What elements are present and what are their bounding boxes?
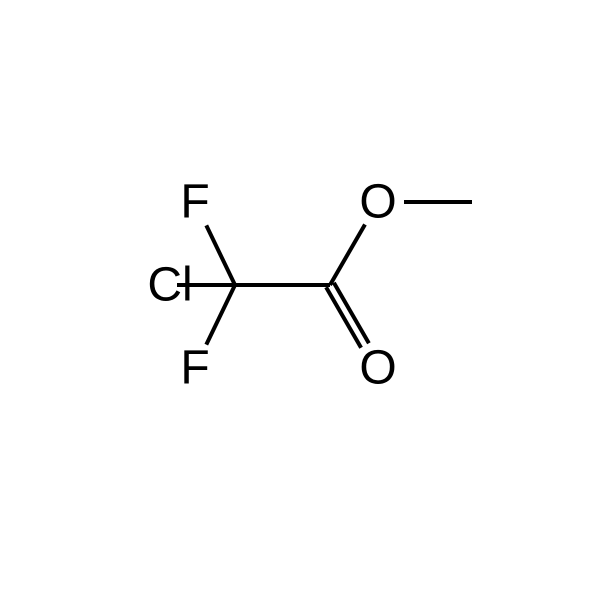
bond-F2-C1 <box>206 285 235 345</box>
molecule-diagram: F Cl F O O <box>0 0 600 600</box>
atom-label-Cl: Cl <box>147 259 192 312</box>
atom-label-O1: O <box>359 176 396 229</box>
atom-label-O2: O <box>359 342 396 395</box>
atom-label-F2: F <box>180 342 209 395</box>
bond-F1-C1 <box>206 225 235 285</box>
bond-C2-O1 <box>330 225 365 285</box>
atom-label-F1: F <box>180 176 209 229</box>
